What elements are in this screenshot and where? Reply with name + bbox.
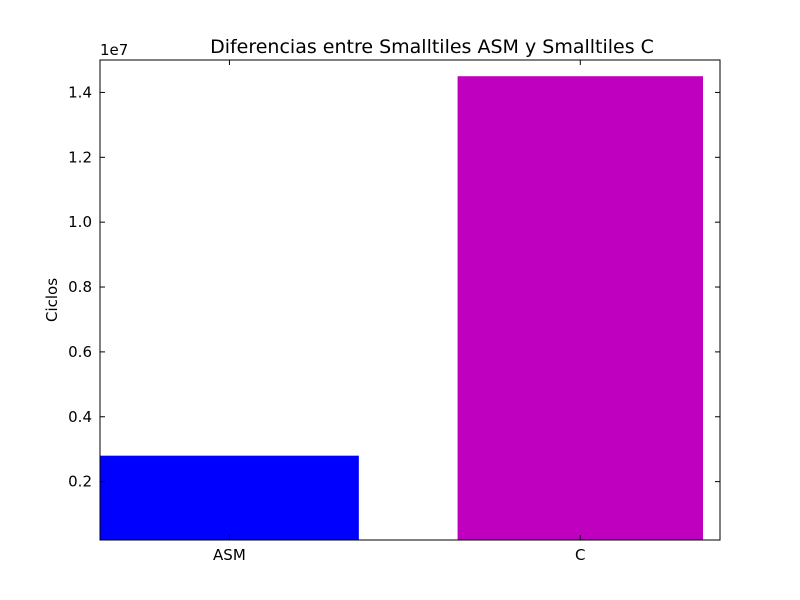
plot-frame (99, 59, 721, 541)
y-tick-label: 0.6 (68, 343, 92, 361)
bars-group (100, 76, 703, 540)
x-tick-label-asm: ASM (213, 546, 246, 564)
y-tick-label: 0.4 (68, 408, 92, 426)
y-tick-label: 0.8 (68, 278, 92, 296)
bar-asm (100, 455, 359, 540)
y-tick-label: 1.2 (68, 148, 92, 166)
y-tick-label: 0.2 (68, 473, 92, 491)
y-tick-label: 1.0 (68, 213, 92, 231)
chart-title: Diferencias entre Smalltiles ASM y Small… (210, 36, 654, 58)
y-tick-label: 1.4 (68, 83, 92, 101)
bar-c (457, 76, 703, 540)
x-axis-category-labels: ASM C (213, 60, 586, 564)
y-axis-ticks: 0.2 0.4 0.6 0.8 1.0 1.2 1.4 (68, 83, 720, 491)
x-tick-label-c: C (575, 546, 585, 564)
y-axis-label: Ciclos (43, 278, 61, 322)
y-axis-offset-label: 1e7 (100, 41, 128, 59)
